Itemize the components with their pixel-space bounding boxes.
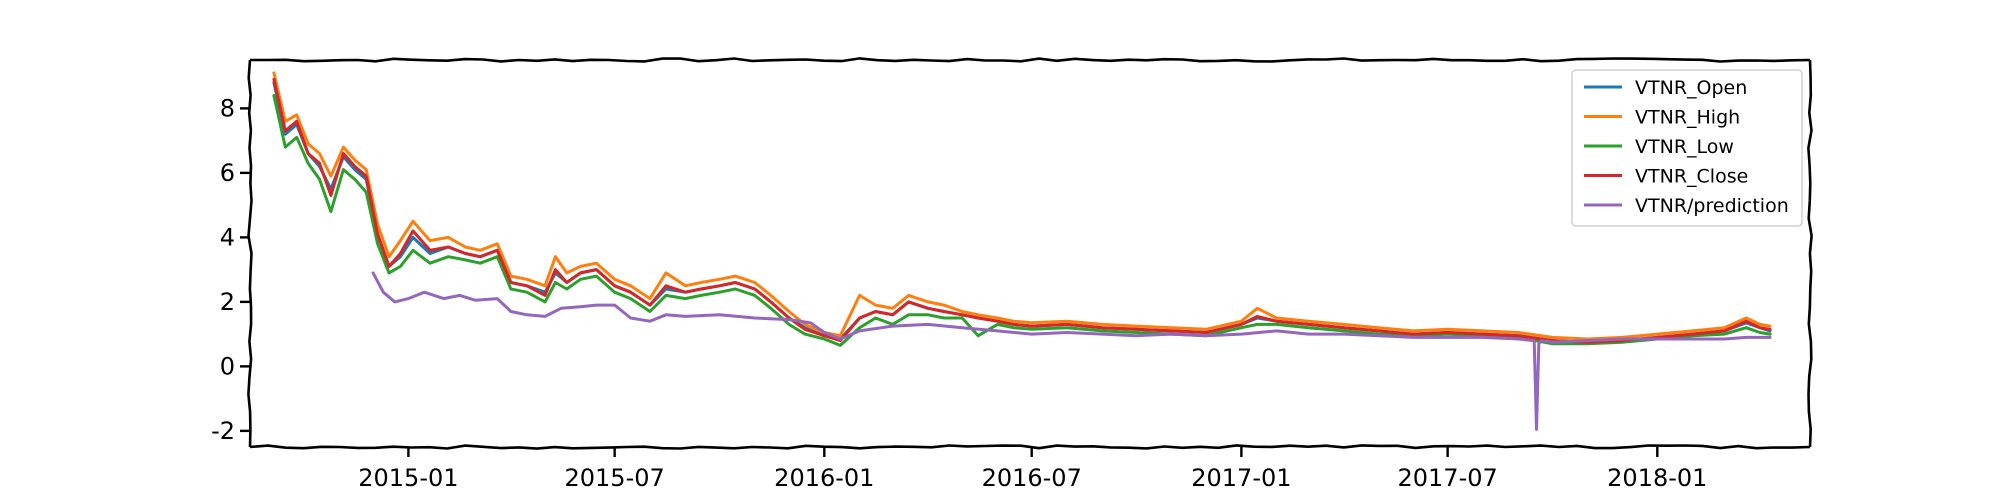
x-tick-label: 2017-01 <box>1191 464 1291 492</box>
x-tick-label: 2015-07 <box>565 464 665 492</box>
y-tick-label: -2 <box>211 417 235 445</box>
series-line-vtnr-close <box>272 77 1772 344</box>
series-line-vtnr-high <box>272 71 1772 341</box>
y-tick-label: 6 <box>220 159 235 187</box>
y-tick-label: 8 <box>220 94 235 122</box>
x-tick-label: 2016-07 <box>982 464 1082 492</box>
axes-frame <box>247 57 1813 450</box>
axes-spine-top <box>250 57 1811 63</box>
x-axis: 2015-01 2015-07 2016-01 2016-07 2017-01 2017-… <box>358 447 1707 492</box>
x-tick-label: 2015-01 <box>358 464 458 492</box>
y-tick-label: 2 <box>220 288 235 316</box>
x-tick-label: 2016-01 <box>774 464 874 492</box>
x-tick-label: 2017-07 <box>1397 464 1497 492</box>
axes-spine-right <box>1807 59 1813 448</box>
series-line-vtnr-prediction <box>371 271 1772 431</box>
y-axis: -2 0 2 4 6 8 <box>211 94 250 445</box>
legend-entry: VTNR_Close <box>1635 166 1748 188</box>
legend: VTNR_Open VTNR_High VTNR_Low VTNR_Close VTNR… <box>1571 69 1803 227</box>
legend-box <box>1571 69 1803 227</box>
legend-entry: VTNR_Open <box>1635 77 1747 99</box>
legend-entry: VTNR_High <box>1635 107 1740 129</box>
axes-spine-bottom <box>249 444 1811 450</box>
series-line-vtnr-low <box>272 94 1772 347</box>
legend-entry: VTNR_Low <box>1635 136 1734 158</box>
x-tick-label: 2018-01 <box>1607 464 1707 492</box>
y-tick-label: 4 <box>220 223 235 251</box>
series-line-vtnr-open <box>272 81 1772 344</box>
axes-spine-left <box>247 59 253 448</box>
y-tick-label: 0 <box>220 352 235 380</box>
series-layer <box>272 71 1772 431</box>
legend-entry: VTNR/prediction <box>1635 195 1789 217</box>
